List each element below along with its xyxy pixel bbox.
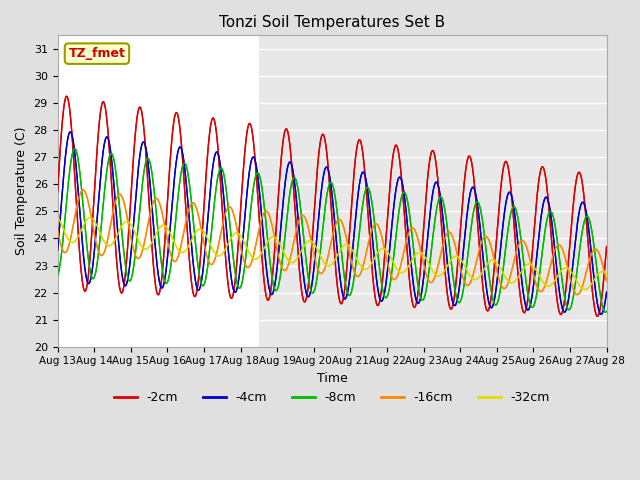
Text: TZ_fmet: TZ_fmet <box>68 47 125 60</box>
Bar <box>58 36 259 347</box>
Y-axis label: Soil Temperature (C): Soil Temperature (C) <box>15 127 28 255</box>
Legend: -2cm, -4cm, -8cm, -16cm, -32cm: -2cm, -4cm, -8cm, -16cm, -32cm <box>109 386 555 409</box>
Title: Tonzi Soil Temperatures Set B: Tonzi Soil Temperatures Set B <box>219 15 445 30</box>
X-axis label: Time: Time <box>317 372 348 385</box>
